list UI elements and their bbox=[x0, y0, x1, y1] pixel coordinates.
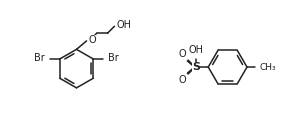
Text: Br: Br bbox=[108, 53, 119, 63]
Text: OH: OH bbox=[188, 45, 203, 55]
Text: O: O bbox=[178, 49, 186, 59]
Text: S: S bbox=[192, 62, 200, 72]
Text: O: O bbox=[178, 75, 186, 85]
Text: O: O bbox=[89, 35, 97, 45]
Text: Br: Br bbox=[34, 53, 45, 63]
Text: OH: OH bbox=[117, 21, 132, 30]
Text: CH₃: CH₃ bbox=[259, 63, 276, 72]
